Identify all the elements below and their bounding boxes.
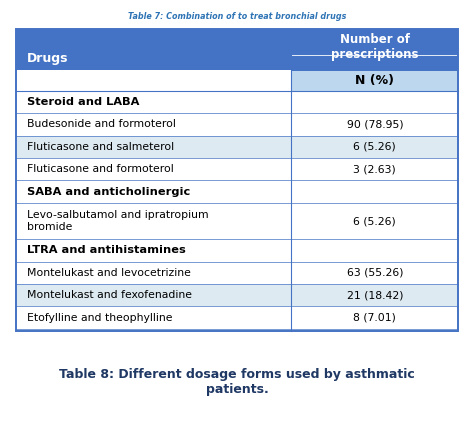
Text: N (%): N (%) <box>356 74 394 87</box>
Bar <box>16 239 458 262</box>
Text: Fluticasone and formoterol: Fluticasone and formoterol <box>27 164 174 174</box>
Bar <box>16 29 458 70</box>
Text: Levo-salbutamol and ipratropium
bromide: Levo-salbutamol and ipratropium bromide <box>27 210 209 232</box>
Text: Number of
prescriptions: Number of prescriptions <box>331 32 419 61</box>
Text: Steroid and LABA: Steroid and LABA <box>27 97 140 107</box>
Text: 8 (7.01): 8 (7.01) <box>354 313 396 323</box>
Text: Budesonide and formoterol: Budesonide and formoterol <box>27 120 176 129</box>
Text: 90 (78.95): 90 (78.95) <box>346 120 403 129</box>
Bar <box>16 70 291 91</box>
Text: Drugs: Drugs <box>27 52 69 65</box>
Bar <box>16 284 458 307</box>
Bar <box>16 262 458 284</box>
Text: Etofylline and theophylline: Etofylline and theophylline <box>27 313 173 323</box>
Bar <box>16 203 458 239</box>
Text: Montelukast and fexofenadine: Montelukast and fexofenadine <box>27 290 192 300</box>
Text: Table 8: Different dosage forms used by asthmatic
patients.: Table 8: Different dosage forms used by … <box>59 368 415 396</box>
Text: Montelukast and levocetrizine: Montelukast and levocetrizine <box>27 268 191 278</box>
Text: 3 (2.63): 3 (2.63) <box>354 164 396 174</box>
Text: Table 7: Combination of to treat bronchial drugs: Table 7: Combination of to treat bronchi… <box>128 12 346 21</box>
Bar <box>16 181 458 203</box>
Text: SABA and anticholinergic: SABA and anticholinergic <box>27 187 191 197</box>
Text: 21 (18.42): 21 (18.42) <box>346 290 403 300</box>
Text: 6 (5.26): 6 (5.26) <box>354 142 396 152</box>
Text: Fluticasone and salmeterol: Fluticasone and salmeterol <box>27 142 174 152</box>
Bar <box>16 113 458 136</box>
Text: LTRA and antihistamines: LTRA and antihistamines <box>27 246 186 255</box>
Bar <box>16 158 458 181</box>
Bar <box>16 136 458 158</box>
Bar <box>291 70 458 91</box>
Bar <box>16 91 458 113</box>
Text: 6 (5.26): 6 (5.26) <box>354 216 396 226</box>
Bar <box>16 307 458 329</box>
Text: 63 (55.26): 63 (55.26) <box>346 268 403 278</box>
